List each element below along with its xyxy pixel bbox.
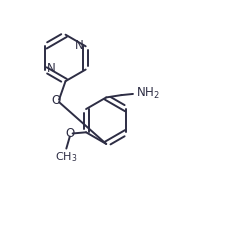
Text: N: N (47, 62, 56, 75)
Text: NH$_2$: NH$_2$ (136, 86, 160, 102)
Text: N: N (75, 39, 84, 52)
Text: CH$_3$: CH$_3$ (55, 150, 78, 164)
Text: O: O (65, 127, 74, 140)
Text: O: O (52, 94, 61, 108)
